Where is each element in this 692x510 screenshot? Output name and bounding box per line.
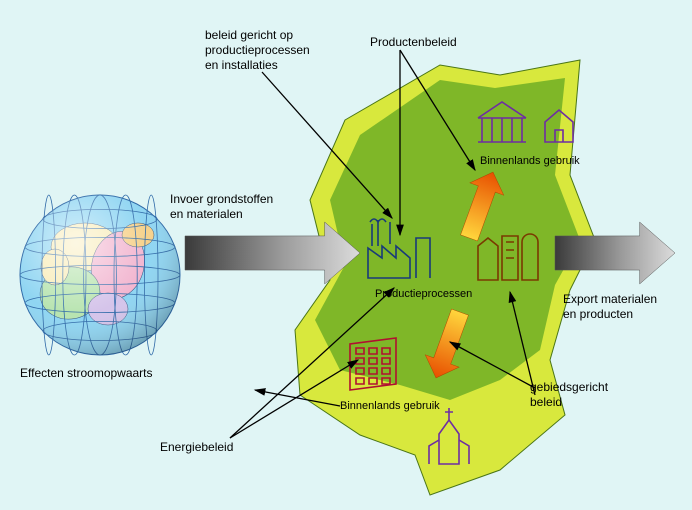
- diagram-canvas: [0, 0, 692, 510]
- label-import: Invoer grondstoffenen materialen: [170, 192, 273, 222]
- label-domestic-bot: Binnenlands gebruik: [340, 400, 440, 414]
- label-domestic-top: Binnenlands gebruik: [480, 155, 580, 169]
- label-prod-proc: Productieprocessen: [375, 288, 472, 302]
- label-upstream: Effecten stroomopwaarts: [20, 366, 153, 381]
- label-policy-proc: beleid gericht opproductieprocessenen in…: [205, 28, 310, 73]
- import-arrow: [185, 222, 360, 284]
- label-energy: Energiebeleid: [160, 440, 233, 455]
- globe-icon: [20, 195, 180, 355]
- label-export: Export materialenen producten: [563, 292, 657, 322]
- label-area-policy: gebiedsgerichtbeleid: [530, 380, 608, 410]
- label-product-policy: Productenbeleid: [370, 35, 457, 50]
